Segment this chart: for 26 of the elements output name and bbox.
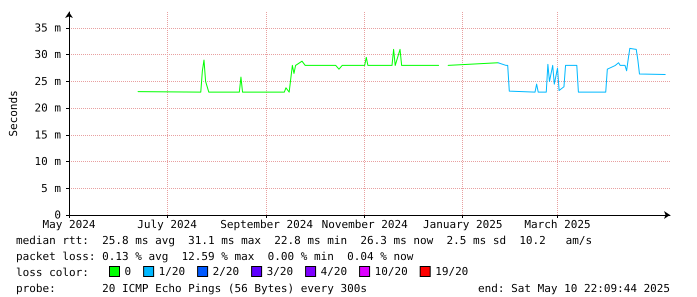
legend-label: 10/20	[374, 265, 408, 278]
legend-label: 0	[124, 265, 132, 278]
text: probe: 20 ICMP Echo Pings (56 Bytes) every 300s	[16, 282, 367, 295]
y-tick-label: 25 m	[34, 74, 62, 88]
y-tick-label: 10 m	[34, 155, 62, 168]
y-tick-label: 5 m	[41, 182, 62, 195]
x-tick-label: January 2025	[422, 218, 502, 231]
text: loss color:	[16, 266, 89, 279]
text: median rtt: 25.8 ms avg 31.1 ms max 22.8 ms min 26.3 ms now 2.5 ms sd 10.2 am/s	[16, 234, 592, 247]
y-tick-label: 15 m	[34, 128, 62, 142]
legend-label: 19/20	[435, 265, 468, 278]
text: packet loss: 0.13 % avg 12.59 % max 0.00 % min 0.04 % now	[16, 250, 414, 263]
x-tick-label: September 2024	[220, 218, 314, 231]
text: end: Sat May 10 22:09:44 2025	[478, 282, 670, 295]
legend-label: 2/20	[212, 265, 240, 278]
y-tick-label: 35 m	[34, 22, 62, 35]
legend-label: 1/20	[158, 265, 186, 278]
x-tick-label: November 2024	[322, 218, 408, 231]
y-axis-title: Seconds	[7, 90, 20, 137]
y-tick-label: 30 m	[34, 48, 62, 62]
legend-label: 3/20	[266, 265, 294, 278]
legend-label: 4/20	[320, 265, 348, 278]
y-tick-label: 20 m	[34, 102, 62, 115]
line-series	[498, 48, 666, 93]
x-tick-label: July 2024	[137, 218, 198, 231]
x-tick-label: March 2025	[524, 218, 591, 231]
